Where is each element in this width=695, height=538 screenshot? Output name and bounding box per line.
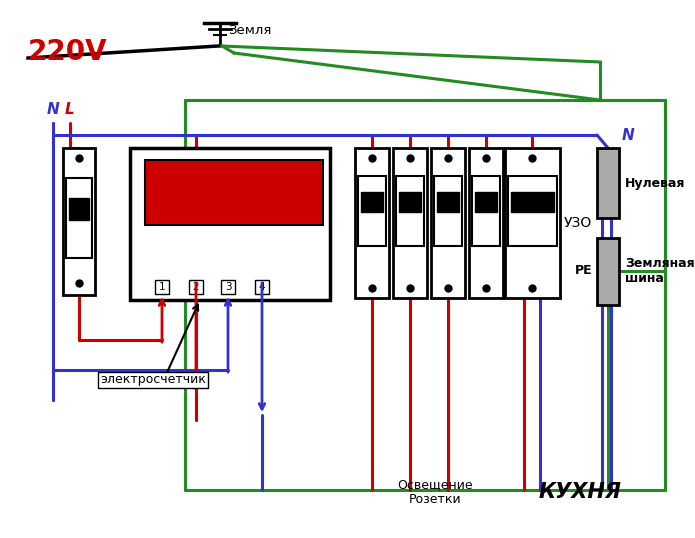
Bar bbox=[130, 148, 330, 300]
Bar bbox=[255, 280, 269, 294]
Bar bbox=[597, 238, 619, 305]
Text: 1: 1 bbox=[158, 282, 165, 292]
Text: Нулевая: Нулевая bbox=[625, 176, 685, 189]
Bar bbox=[431, 148, 465, 298]
Bar bbox=[472, 176, 500, 246]
Bar bbox=[145, 160, 323, 225]
Text: 3: 3 bbox=[224, 282, 231, 292]
Text: Освещение
Розетки: Освещение Розетки bbox=[397, 478, 473, 506]
Bar bbox=[155, 280, 169, 294]
Bar bbox=[361, 192, 383, 212]
Text: электросчетчик: электросчетчик bbox=[100, 373, 206, 386]
Bar bbox=[508, 176, 557, 246]
Bar bbox=[475, 192, 497, 212]
Text: PE: PE bbox=[574, 265, 592, 278]
Bar bbox=[63, 148, 95, 295]
Bar bbox=[358, 176, 386, 246]
Bar bbox=[434, 176, 462, 246]
Bar bbox=[69, 198, 89, 220]
Bar bbox=[399, 192, 421, 212]
Bar bbox=[597, 148, 619, 218]
Bar bbox=[469, 148, 503, 298]
Bar bbox=[393, 148, 427, 298]
Text: УЗО: УЗО bbox=[564, 216, 592, 230]
Text: Земля: Земля bbox=[228, 24, 271, 37]
Text: Земляная
шина: Земляная шина bbox=[625, 257, 694, 285]
Bar bbox=[437, 192, 459, 212]
Text: 4: 4 bbox=[259, 282, 265, 292]
Bar bbox=[511, 192, 554, 212]
Bar bbox=[505, 148, 560, 298]
Bar bbox=[396, 176, 424, 246]
Text: N: N bbox=[622, 128, 635, 143]
Text: L: L bbox=[65, 103, 75, 117]
Text: 220V: 220V bbox=[28, 38, 108, 66]
Bar bbox=[189, 280, 203, 294]
Text: 2: 2 bbox=[193, 282, 199, 292]
Bar bbox=[66, 178, 92, 258]
Bar bbox=[355, 148, 389, 298]
Bar bbox=[221, 280, 235, 294]
Text: КУХНЯ: КУХНЯ bbox=[539, 482, 621, 502]
Text: N: N bbox=[47, 103, 59, 117]
